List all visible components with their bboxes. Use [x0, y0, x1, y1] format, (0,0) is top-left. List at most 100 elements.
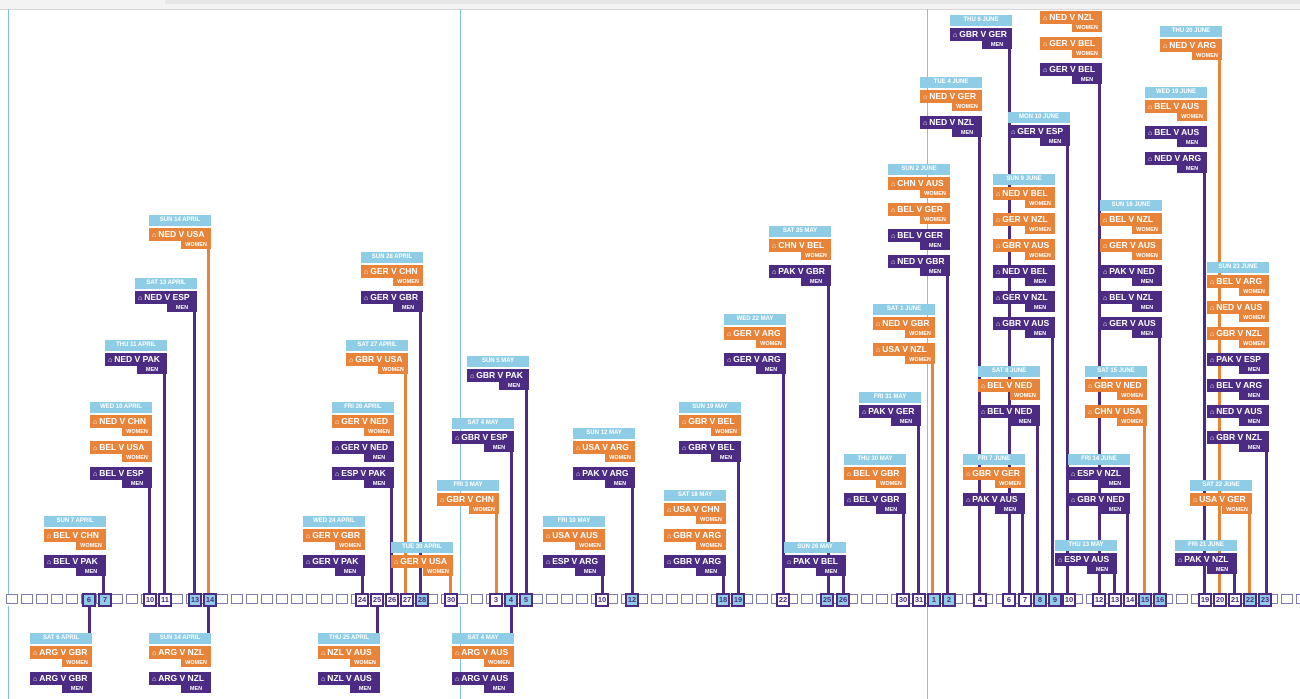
men-match-row[interactable]: ⌂ PAK V BEL — [784, 555, 846, 568]
women-match-row[interactable]: ⌂ BEL V NED — [978, 379, 1040, 392]
date-box[interactable]: 12 — [1092, 593, 1106, 607]
women-match-row[interactable]: ⌂ CHN V USA — [1085, 405, 1147, 418]
men-match-row[interactable]: ⌂ NED V NZL — [920, 116, 982, 129]
women-match-row[interactable]: ⌂ GBR V GER — [963, 467, 1025, 480]
men-match-row[interactable]: ⌂ BEL V GBR — [844, 493, 906, 506]
men-match-row[interactable]: ⌂ GER V AUS — [1100, 317, 1162, 330]
women-match-row[interactable]: ⌂ NED V BEL — [993, 187, 1055, 200]
men-match-row[interactable]: ⌂ NZL V AUS — [318, 672, 380, 685]
date-box[interactable]: 31 — [912, 593, 926, 607]
women-match-row[interactable]: ⌂ BEL V GBR — [844, 467, 906, 480]
women-match-row[interactable]: ⌂ NED V USA — [149, 228, 211, 241]
women-match-row[interactable]: ⌂ GER V AUS — [1100, 239, 1162, 252]
women-match-row[interactable]: ⌂ GBR V BEL — [679, 415, 741, 428]
women-match-row[interactable]: ⌂ BEL V AUS — [1145, 100, 1207, 113]
women-match-row[interactable]: ⌂ GBR V CHN — [437, 493, 499, 506]
date-box[interactable]: 7 — [98, 593, 112, 607]
men-match-row[interactable]: ⌂ PAK V ARG — [573, 467, 635, 480]
date-box[interactable]: 1 — [927, 593, 941, 607]
men-match-row[interactable]: ⌂ ESP V PAK — [332, 467, 394, 480]
women-match-row[interactable]: ⌂ USA V AUS — [543, 529, 605, 542]
date-box[interactable]: 11 — [158, 593, 172, 607]
men-match-row[interactable]: ⌂ GER V GBR — [361, 291, 423, 304]
date-box[interactable]: 20 — [1213, 593, 1227, 607]
men-match-row[interactable]: ⌂ NED V ARG — [1145, 152, 1207, 165]
date-box[interactable]: 6 — [1002, 593, 1016, 607]
men-match-row[interactable]: ⌂ ESP V AUS — [1055, 553, 1117, 566]
men-match-row[interactable]: ⌂ NED V AUS — [1207, 405, 1269, 418]
women-match-row[interactable]: ⌂ CHN V BEL — [769, 239, 831, 252]
men-match-row[interactable]: ⌂ GER V ESP — [1008, 125, 1070, 138]
women-match-row[interactable]: ⌂ GBR V USA — [346, 353, 408, 366]
men-match-row[interactable]: ⌂ ESP V NZL — [1068, 467, 1130, 480]
date-box[interactable]: 26 — [385, 593, 399, 607]
men-match-row[interactable]: ⌂ GBR V ESP — [452, 431, 514, 444]
men-match-row[interactable]: ⌂ NED V ESP — [135, 291, 197, 304]
date-box[interactable]: 30 — [444, 593, 458, 607]
men-match-row[interactable]: ⌂ ESP V ARG — [543, 555, 605, 568]
women-match-row[interactable]: ⌂ NED V ARG — [1160, 39, 1222, 52]
date-box[interactable]: 24 — [355, 593, 369, 607]
date-box[interactable]: 3 — [489, 593, 503, 607]
men-match-row[interactable]: ⌂ GBR V ARG — [664, 555, 726, 568]
women-match-row[interactable]: ⌂ GBR V AUS — [993, 239, 1055, 252]
men-match-row[interactable]: ⌂ BEL V NZL — [1100, 291, 1162, 304]
men-match-row[interactable]: ⌂ GER V NED — [332, 441, 394, 454]
men-match-row[interactable]: ⌂ NED V BEL — [993, 265, 1055, 278]
men-match-row[interactable]: ⌂ GER V ARG — [724, 353, 786, 366]
men-match-row[interactable]: ⌂ BEL V ARG — [1207, 379, 1269, 392]
women-match-row[interactable]: ⌂ GER V BEL — [1040, 37, 1102, 50]
date-box[interactable]: 25 — [820, 593, 834, 607]
women-match-row[interactable]: ⌂ USA V GER — [1190, 493, 1252, 506]
date-box[interactable]: 12 — [625, 593, 639, 607]
women-match-row[interactable]: ⌂ NED V NZL — [1040, 11, 1102, 24]
women-match-row[interactable]: ⌂ BEL V CHN — [44, 529, 106, 542]
date-box[interactable]: 7 — [1018, 593, 1032, 607]
date-box[interactable]: 30 — [896, 593, 910, 607]
men-match-row[interactable]: ⌂ BEL V GER — [888, 229, 950, 242]
men-match-row[interactable]: ⌂ ARG V NZL — [149, 672, 211, 685]
women-match-row[interactable]: ⌂ NED V AUS — [1207, 301, 1269, 314]
men-match-row[interactable]: ⌂ ARG V GBR — [30, 672, 92, 685]
women-match-row[interactable]: ⌂ GBR V NED — [1085, 379, 1147, 392]
date-box[interactable]: 18 — [716, 593, 730, 607]
date-box[interactable]: 28 — [415, 593, 429, 607]
date-box[interactable]: 19 — [731, 593, 745, 607]
date-box[interactable]: 15 — [1138, 593, 1152, 607]
men-match-row[interactable]: ⌂ BEL V PAK — [44, 555, 106, 568]
date-box[interactable]: 14 — [203, 593, 217, 607]
women-match-row[interactable]: ⌂ NED V GBR — [873, 317, 935, 330]
women-match-row[interactable]: ⌂ USA V CHN — [664, 503, 726, 516]
men-match-row[interactable]: ⌂ GER V BEL — [1040, 63, 1102, 76]
women-match-row[interactable]: ⌂ NED V CHN — [90, 415, 152, 428]
men-match-row[interactable]: ⌂ PAK V ESP — [1207, 353, 1269, 366]
men-match-row[interactable]: ⌂ PAK V AUS — [963, 493, 1025, 506]
women-match-row[interactable]: ⌂ NED V GER — [920, 90, 982, 103]
date-box[interactable]: 4 — [973, 593, 987, 607]
women-match-row[interactable]: ⌂ GER V ARG — [724, 327, 786, 340]
men-match-row[interactable]: ⌂ BEL V AUS — [1145, 126, 1207, 139]
women-match-row[interactable]: ⌂ ARG V NZL — [149, 646, 211, 659]
date-box[interactable]: 9 — [1048, 593, 1062, 607]
women-match-row[interactable]: ⌂ BEL V ARG — [1207, 275, 1269, 288]
date-box[interactable]: 27 — [400, 593, 414, 607]
date-box[interactable]: 10 — [1062, 593, 1076, 607]
women-match-row[interactable]: ⌂ ARG V AUS — [452, 646, 514, 659]
men-match-row[interactable]: ⌂ PAK V NED — [1100, 265, 1162, 278]
women-match-row[interactable]: ⌂ GER V NED — [332, 415, 394, 428]
date-box[interactable]: 14 — [1123, 593, 1137, 607]
date-box[interactable]: 4 — [504, 593, 518, 607]
browser-tab[interactable] — [165, 0, 1300, 4]
women-match-row[interactable]: ⌂ USA V NZL — [873, 343, 935, 356]
men-match-row[interactable]: ⌂ GBR V GER — [950, 28, 1012, 41]
women-match-row[interactable]: ⌂ BEL V GER — [888, 203, 950, 216]
date-box[interactable]: 25 — [370, 593, 384, 607]
date-box[interactable]: 13 — [1108, 593, 1122, 607]
men-match-row[interactable]: ⌂ PAK V GER — [859, 405, 921, 418]
date-box[interactable]: 6 — [82, 593, 96, 607]
date-box[interactable]: 26 — [836, 593, 850, 607]
women-match-row[interactable]: ⌂ GBR V NZL — [1207, 327, 1269, 340]
women-match-row[interactable]: ⌂ GER V NZL — [993, 213, 1055, 226]
date-box[interactable]: 10 — [595, 593, 609, 607]
date-box[interactable]: 22 — [1243, 593, 1257, 607]
